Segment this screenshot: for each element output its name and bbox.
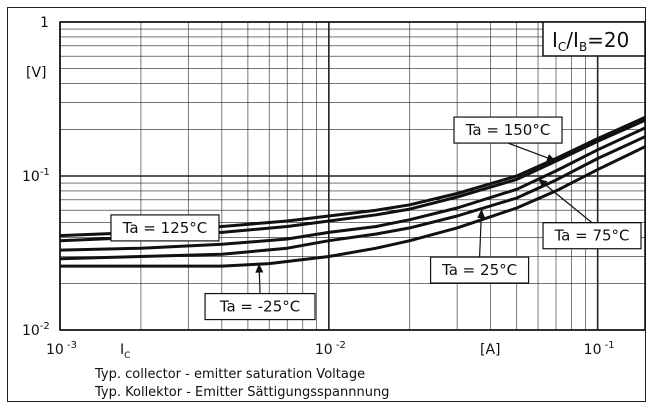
y-tick-label: 10-2 [22, 321, 50, 339]
condition-sub-c: C [558, 40, 566, 54]
y-tick-label: 1 [40, 15, 49, 31]
caption-line-german: Typ. Kollektor - Emitter Sättigungsspann… [95, 385, 390, 400]
x-tick-label: 10 -1 [584, 340, 615, 358]
annotation-box [110, 214, 220, 242]
annotation-leader [537, 178, 593, 224]
x-tick-label: 10 -3 [46, 340, 77, 358]
condition-ratio: =20 [587, 28, 629, 52]
annotation-arrowhead [546, 154, 557, 162]
series-line-4 [60, 145, 646, 268]
annotation-box [429, 256, 530, 284]
series-line-3 [59, 135, 646, 261]
tick-label-group: 10 -3 10 -2 10 -1 1 10-1 10-2 [22, 15, 615, 358]
condition-label: IC/IB=20 [542, 21, 646, 57]
annotation-1: Ta = 125°C [110, 214, 220, 242]
x-axis-symbol: IC [120, 342, 130, 361]
annotation-arrowhead [538, 178, 548, 188]
plot-area-border [59, 21, 646, 331]
grid [59, 21, 645, 331]
annotation-0: Ta = 150°C [453, 116, 563, 162]
annotation-label: Ta = -25°C [219, 298, 300, 316]
x-tick-label: 10 -2 [315, 340, 346, 358]
x-axis-unit: [A] [480, 342, 501, 358]
annotation-2: Ta = 75°C [537, 178, 642, 250]
series-line-2 [59, 126, 646, 252]
condition-label-box [542, 21, 646, 57]
svg-text:IC/IB=20: IC/IB=20 [552, 28, 629, 54]
annotation-label: Ta = 25°C [441, 261, 517, 279]
condition-slash-i: /I [566, 28, 579, 52]
annotation-box [542, 222, 642, 250]
annotation-label: Ta = 75°C [553, 227, 629, 245]
annotation-arrowhead [477, 209, 486, 219]
annotation-label: Ta = 125°C [122, 219, 208, 237]
annotation-4: Ta = -25°C [204, 263, 316, 321]
annotation-box [204, 292, 316, 321]
annotation-arrowhead [255, 263, 264, 273]
x-axis-symbol-sub: C [124, 351, 130, 361]
annotation-label: Ta = 150°C [465, 121, 551, 139]
annotation-3: Ta = 25°C [429, 209, 530, 284]
condition-sub-b: B [579, 40, 587, 54]
annotation-box [453, 116, 563, 144]
y-axis-unit: [V] [26, 65, 47, 81]
x-axis-symbol-main: I [120, 342, 124, 358]
caption-line-english: Typ. collector - emitter saturation Volt… [95, 367, 366, 382]
condition-i1: I [552, 28, 558, 52]
y-tick-label: 10-1 [22, 167, 50, 185]
annotation-group: Ta = 150°C Ta = 125°C Ta = 75°C Ta = 25°C Ta… [110, 116, 642, 321]
